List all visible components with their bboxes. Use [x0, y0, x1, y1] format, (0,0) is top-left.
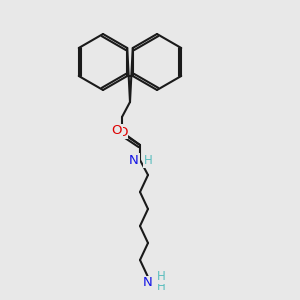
Text: H: H: [157, 280, 165, 293]
Text: N: N: [129, 154, 139, 166]
Text: H: H: [144, 154, 152, 167]
Text: O: O: [112, 124, 122, 137]
Text: H: H: [157, 271, 165, 284]
Text: O: O: [117, 125, 127, 139]
Text: N: N: [143, 277, 153, 290]
